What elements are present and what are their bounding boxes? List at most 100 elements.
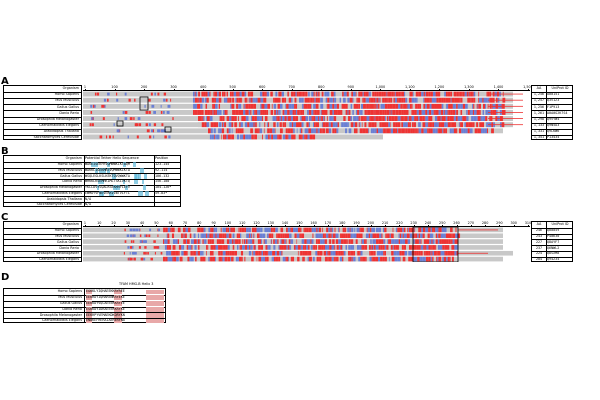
panel-a-tick-mark-1 <box>114 89 116 91</box>
panel-a-row-4-fragment-4 <box>129 117 133 121</box>
panel-a-row-6-block-114 <box>401 128 405 134</box>
panel-a-row-0-block-133 <box>417 91 419 97</box>
panel-a-row-0-block-129 <box>412 91 413 97</box>
panel-a-row-7-fragment-8 <box>168 135 171 139</box>
panel-a-row-7-block-3 <box>214 134 216 140</box>
panel-a-row-6-block-31 <box>259 128 263 134</box>
panel-a-row-5-block-49 <box>284 122 287 128</box>
panel-a-row-1-block-162 <box>480 97 483 103</box>
panel-a-row-7-block-36 <box>268 134 270 140</box>
panel-a-row-1-block-113 <box>388 97 391 103</box>
panel-a-row-5-block-53 <box>291 122 294 128</box>
panel-c-row-3-block-103 <box>342 245 346 250</box>
panel-b-seq-highlight-4-1 <box>116 185 120 191</box>
panel-c-row-2-block-122 <box>366 239 370 244</box>
panel-a-row-0-block-43 <box>266 91 270 97</box>
panel-a-row-1-block-62 <box>301 97 304 103</box>
panel-c-row-0-block-154 <box>432 227 434 233</box>
panel-a-row-1-block-135 <box>426 97 430 103</box>
panel-c-row-2-block-85 <box>297 239 300 244</box>
panel-c-row-0-block-6 <box>171 227 172 233</box>
panel-a-row-4-fragment-0 <box>117 117 119 121</box>
panel-a-tick-label-13: 1,300 <box>464 84 474 89</box>
panel-c-row-2-block-168 <box>450 239 452 244</box>
panel-a-row-6-block-118 <box>410 128 413 134</box>
panel-c-tick-label-17: 170 <box>324 220 332 225</box>
panel-b-seq-highlight-4-3 <box>143 185 147 191</box>
panel-c-row-5-block-55 <box>261 256 263 262</box>
panel-c-row-2-block-75 <box>280 239 282 244</box>
panel-a-row-3-block-68 <box>313 109 315 115</box>
panel-a-row-0-block-95 <box>353 91 356 97</box>
panel-c-row-2-block-62 <box>262 239 264 244</box>
panel-c-row-1-block-159 <box>455 233 458 239</box>
panel-c-row-3-block-66 <box>281 245 284 250</box>
panel-a-tick-label-11: 1,100 <box>405 84 415 89</box>
panel-a-row-6-block-96 <box>372 128 375 134</box>
panel-c-row-3-block-9 <box>181 245 183 250</box>
panel-c-row-5-block-123 <box>375 256 379 262</box>
panel-c-row-5-block-82 <box>304 256 308 262</box>
panel-c-row-4-block-78 <box>300 250 303 256</box>
panel-a-row-5-block-59 <box>305 122 307 128</box>
panel-c-row-4-block-69 <box>286 250 289 256</box>
panel-a-row-6-block-53 <box>297 128 300 134</box>
panel-c-row-1-block-34 <box>219 233 223 239</box>
panel-a-tick-mark-2 <box>144 89 146 91</box>
panel-c-row-2-block-113 <box>350 239 354 244</box>
panel-a-row-5-block-91 <box>358 122 360 128</box>
panel-c-row-2-block-114 <box>353 239 356 244</box>
panel-a-row-5-block-144 <box>454 122 457 128</box>
panel-a-row-1-block-41 <box>257 97 261 103</box>
panel-c-row-0-block-30 <box>220 227 222 233</box>
panel-c-row-2-block-56 <box>255 239 256 244</box>
panel-a-row-2-block-53 <box>288 103 290 109</box>
panel-a-row-3-block-116 <box>395 109 399 115</box>
panel-c-row-3-block-95 <box>329 245 332 250</box>
panel-a-row-7-block-12 <box>226 134 228 140</box>
panel-c-row-5-block-157 <box>441 256 443 262</box>
panel-c-row-4-block-101 <box>345 250 349 256</box>
panel-a-row-3-block-59 <box>295 109 298 115</box>
panel-c-row-5-block-138 <box>406 256 409 262</box>
panel-c-row-2-block-45 <box>243 239 244 244</box>
panel-a-row-6-block-50 <box>293 128 295 134</box>
panel-a-row-4-block-144 <box>445 116 448 122</box>
panel-c-row-3-block-62 <box>273 245 276 250</box>
panel-c-row-0-block-28 <box>217 227 220 233</box>
panel-c-row-5-block-137 <box>405 256 407 262</box>
panel-a-row-5-block-148 <box>460 122 464 128</box>
panel-c-row-1-block-94 <box>331 233 333 239</box>
panel-c-row-3-block-92 <box>325 245 328 250</box>
panel-a-row-5-block-101 <box>374 122 377 128</box>
panel-c-row-3-block-47 <box>244 245 248 250</box>
panel-a-row-4-block-43 <box>275 116 277 122</box>
panel-c-row-3-block-39 <box>232 245 235 250</box>
panel-c-row-4-block-89 <box>323 250 327 256</box>
panel-a-row-3-block-132 <box>431 109 434 115</box>
panel-a-row-6-block-116 <box>405 128 408 134</box>
panel-c-row-5-block-80 <box>299 256 303 262</box>
panel-a-row-4-block-62 <box>308 116 309 122</box>
panel-c-row-2-block-73 <box>277 239 279 244</box>
panel-a-row-1-fragment-7 <box>134 98 136 102</box>
panel-a-row-6-block-0 <box>208 128 211 134</box>
panel-d-seq-highlight-0-2 <box>146 289 164 295</box>
panel-c-row-0-block-36 <box>227 227 230 233</box>
panel-a-row-0-block-30 <box>241 91 245 97</box>
panel-c-row-4-block-66 <box>281 250 283 256</box>
panel-a-row-2-block-103 <box>379 103 381 109</box>
panel-c-row-0-block-64 <box>277 227 281 233</box>
panel-c-row-5-block-87 <box>313 256 315 262</box>
panel-c-row-5-block-24 <box>209 256 211 262</box>
panel-a-row-0-block-64 <box>298 91 302 97</box>
panel-c-row-2-block-169 <box>451 239 453 244</box>
panel-c-row-4-block-134 <box>414 250 417 256</box>
panel-a-row-5-block-162 <box>486 122 488 128</box>
panel-a-row-0-block-162 <box>468 91 470 97</box>
panel-c-row-0-block-61 <box>272 227 274 233</box>
panel-c-row-4-block-56 <box>264 250 268 256</box>
panel-c-row-4-block-104 <box>350 250 354 256</box>
panel-c-row-0-block-132 <box>392 227 394 233</box>
panel-a-row-6-block-122 <box>416 128 418 134</box>
